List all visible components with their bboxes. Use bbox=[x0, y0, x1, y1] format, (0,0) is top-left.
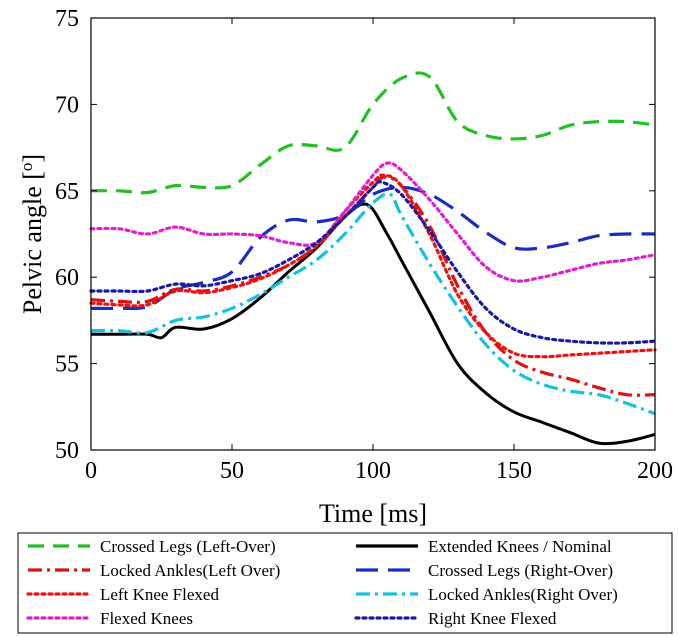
legend-label-5: Left Knee Flexed bbox=[100, 585, 219, 604]
series-line-1 bbox=[90, 71, 656, 195]
series-line-2 bbox=[91, 202, 656, 446]
legend-box bbox=[17, 532, 673, 634]
x-tick-label: 100 bbox=[355, 458, 391, 484]
legend: Crossed Legs (Left-Over) Extended Knees /… bbox=[17, 532, 673, 634]
legend-label-1: Crossed Legs (Left-Over) bbox=[100, 537, 276, 556]
x-tick-label: 150 bbox=[496, 458, 532, 484]
legend-label-7: Flexed Knees bbox=[100, 609, 193, 628]
series-line-4 bbox=[90, 185, 656, 311]
x-axis-title: Time [ms] bbox=[319, 499, 427, 528]
x-tick-label: 0 bbox=[85, 458, 97, 484]
x-tick-label: 200 bbox=[637, 458, 673, 484]
y-tick-label: 75 bbox=[55, 6, 79, 32]
series-line-8 bbox=[89, 180, 657, 345]
legend-label-4: Crossed Legs (Right-Over) bbox=[428, 561, 613, 580]
y-tick-label: 60 bbox=[55, 265, 79, 291]
series-line-6 bbox=[90, 192, 656, 416]
y-tick-label: 70 bbox=[55, 92, 79, 118]
y-axis-title: Pelvic angle [o] bbox=[17, 154, 48, 314]
y-tick-label: 65 bbox=[55, 179, 79, 205]
legend-label-8: Right Knee Flexed bbox=[428, 609, 557, 628]
plot-area bbox=[91, 18, 655, 450]
y-tick-label: 50 bbox=[55, 438, 79, 464]
series-line-5 bbox=[89, 173, 657, 359]
series-line-7 bbox=[89, 161, 657, 283]
x-tick-label: 50 bbox=[220, 458, 244, 484]
y-tick-label: 55 bbox=[55, 352, 79, 378]
series-layer bbox=[89, 71, 657, 446]
legend-items: Crossed Legs (Left-Over) Extended Knees /… bbox=[26, 537, 618, 628]
legend-label-6: Locked Ankles(Right Over) bbox=[428, 585, 618, 604]
legend-label-2: Extended Knees / Nominal bbox=[428, 537, 612, 556]
series-line-3 bbox=[90, 175, 656, 397]
legend-label-3: Locked Ankles(Left Over) bbox=[100, 561, 280, 580]
